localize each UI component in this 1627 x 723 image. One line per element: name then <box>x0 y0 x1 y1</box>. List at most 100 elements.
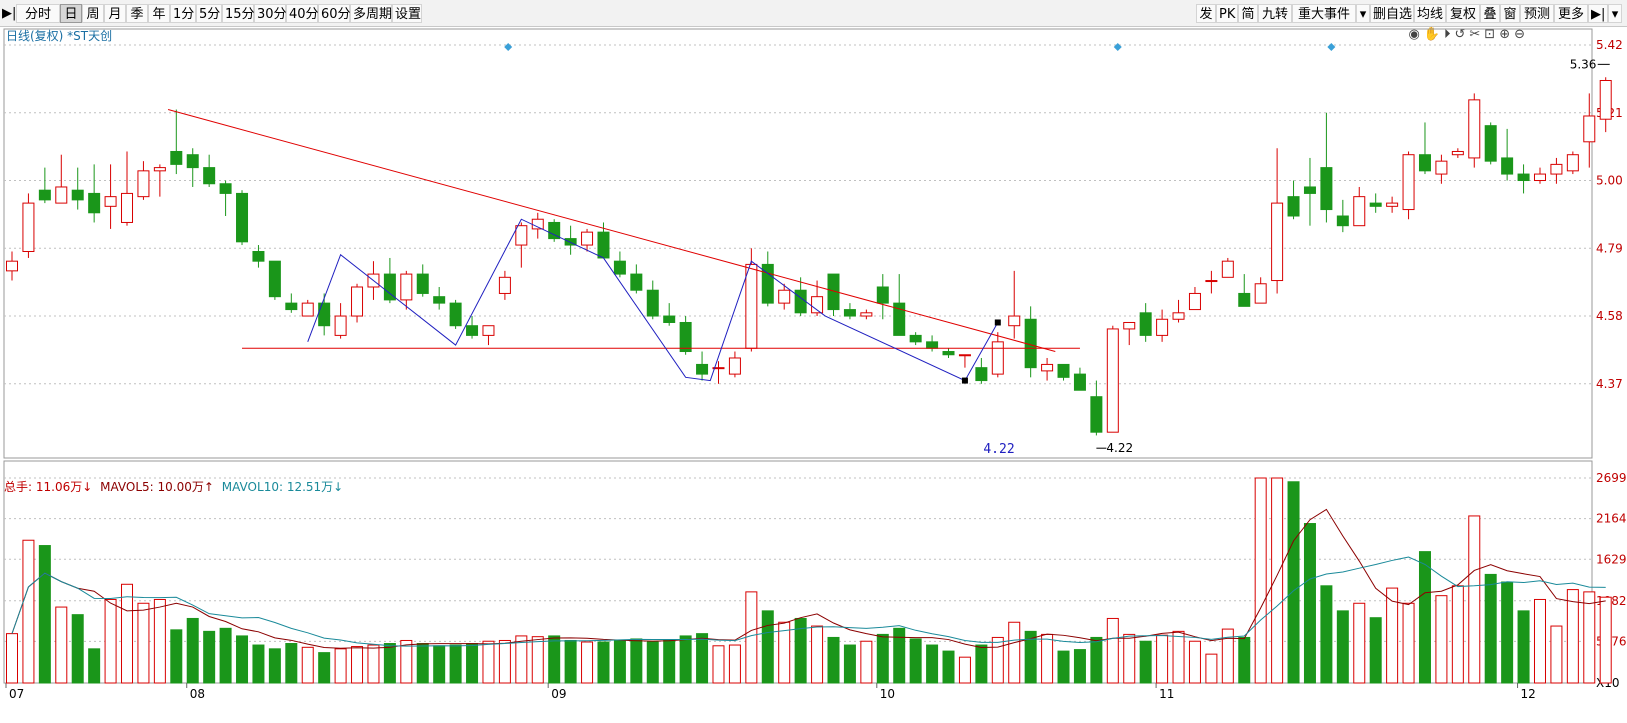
candle-body <box>400 273 413 301</box>
period-button-6[interactable]: 1分 <box>170 4 196 23</box>
candle-body <box>778 289 791 304</box>
volume-bar <box>679 635 692 684</box>
period-button-11[interactable]: 60分 <box>318 4 351 23</box>
candle-body <box>728 357 741 375</box>
toolbar-item-3[interactable]: 九转 <box>1258 4 1292 23</box>
volume-bar <box>268 648 281 684</box>
volume-bar <box>137 602 150 684</box>
toolbar-item-5[interactable]: ▾ <box>1356 4 1370 23</box>
toolbar-item-7[interactable]: 均线 <box>1414 4 1446 23</box>
volume-tick-label-1: 21647 <box>1596 512 1627 526</box>
volume-bar <box>827 636 840 684</box>
candle-body <box>1369 202 1382 207</box>
volume-bar <box>1435 595 1448 684</box>
volume-bar <box>696 633 709 684</box>
toolbar-item-14[interactable]: ▾ <box>1608 4 1622 23</box>
candle-body <box>1041 363 1054 372</box>
volume-bar <box>597 641 610 684</box>
volume-bar <box>909 638 922 684</box>
zoom-out-icon[interactable]: ⊖ <box>1514 27 1529 42</box>
back-icon[interactable]: ↺ <box>1454 27 1470 42</box>
candle-body <box>137 170 150 198</box>
period-button-7[interactable]: 5分 <box>196 4 222 23</box>
period-button-5[interactable]: 年 <box>148 4 170 23</box>
legend-total: 总手: 11.06万↓ <box>4 480 93 494</box>
volume-bar <box>728 644 741 684</box>
candle-body <box>597 231 610 259</box>
candle-body <box>236 192 249 243</box>
volume-bar <box>6 633 18 684</box>
high-price-label: 5.36 <box>1570 57 1597 71</box>
period-button-4[interactable]: 季 <box>126 4 148 23</box>
period-button-3[interactable]: 月 <box>104 4 126 23</box>
period-button-9[interactable]: 30分 <box>254 4 287 23</box>
period-button-12[interactable]: 多周期 <box>350 4 392 23</box>
candle-body <box>219 183 232 194</box>
toolbar-item-0[interactable]: 发 <box>1196 4 1216 23</box>
volume-bar <box>252 644 265 684</box>
candle-body <box>712 367 725 370</box>
toolbar-pin-icon[interactable]: ▶| <box>2 6 17 21</box>
volume-bar <box>613 639 626 684</box>
zoom-in-icon[interactable]: ⊕ <box>1499 27 1515 42</box>
candle-body <box>991 341 1004 375</box>
toolbar-item-8[interactable]: 复权 <box>1446 4 1480 23</box>
month-label-12: 12 <box>1521 687 1536 701</box>
toolbar-item-9[interactable]: 叠 <box>1480 4 1500 23</box>
eye-icon[interactable]: ◉ <box>1408 27 1424 42</box>
candle-body <box>909 334 922 343</box>
volume-bar <box>1336 610 1349 684</box>
hand-icon[interactable]: ✋ <box>1423 27 1444 42</box>
volume-bar <box>236 635 249 684</box>
scissors-icon[interactable]: ✂ <box>1469 27 1485 42</box>
candle-body <box>38 189 51 201</box>
toolbar-item-11[interactable]: 预测 <box>1520 4 1554 23</box>
candle-body <box>1435 160 1448 175</box>
volume-bar <box>712 645 725 684</box>
candle-body <box>466 325 479 336</box>
candle-body <box>1271 202 1284 282</box>
period-button-10[interactable]: 40分 <box>286 4 319 23</box>
toolbar-item-2[interactable]: 简 <box>1238 4 1258 23</box>
volume-bar <box>55 606 68 684</box>
volume-bar <box>1287 481 1300 684</box>
volume-bar <box>71 614 84 684</box>
candle-body <box>876 286 889 304</box>
candle-body <box>581 231 594 246</box>
period-button-8[interactable]: 15分 <box>222 4 255 23</box>
candle-body <box>1238 292 1251 307</box>
volume-bar <box>1353 602 1366 684</box>
volume-bar <box>663 639 676 684</box>
toolbar-item-12[interactable]: 更多 <box>1554 4 1588 23</box>
lock-icon[interactable]: ⊡ <box>1484 27 1500 42</box>
descending-trend-line <box>167 109 1056 353</box>
candle-body <box>482 325 495 336</box>
candle-body <box>1353 196 1366 227</box>
volume-bar <box>498 639 511 684</box>
toolbar-item-6[interactable]: 删自选 <box>1370 4 1414 23</box>
play-icon[interactable]: ⏵ <box>1443 27 1455 42</box>
low-price-blue-label: 4.22 <box>983 442 1014 457</box>
volume-bar <box>1517 610 1530 684</box>
toolbar-item-13[interactable]: ▶| <box>1588 4 1608 23</box>
candle-body <box>334 315 347 336</box>
period-button-1[interactable]: 日 <box>60 4 82 23</box>
candle-body <box>203 167 216 185</box>
volume-bar <box>1156 634 1169 684</box>
volume-bar <box>1041 633 1054 684</box>
toolbar-item-10[interactable]: 窗 <box>1500 4 1520 23</box>
period-button-0[interactable]: 分时 <box>16 4 60 23</box>
volume-bar <box>203 630 216 684</box>
candle-body <box>958 354 971 357</box>
volume-bar <box>22 539 35 684</box>
candle-body <box>170 150 183 165</box>
candle-body <box>1533 173 1546 182</box>
toolbar-item-1[interactable]: PK <box>1216 4 1238 23</box>
volume-bar <box>630 638 643 684</box>
volume-bar <box>88 648 101 684</box>
period-button-2[interactable]: 周 <box>82 4 104 23</box>
candle-body <box>1106 328 1119 433</box>
period-button-13[interactable]: 设置 <box>392 4 422 23</box>
toolbar-item-4[interactable]: 重大事件 <box>1292 4 1356 23</box>
